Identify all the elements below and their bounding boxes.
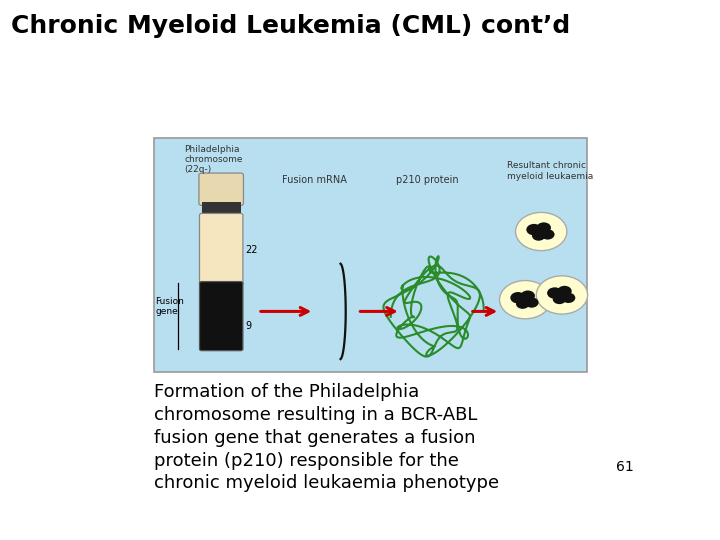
Text: Resultant chronic
myeloid leukaemia: Resultant chronic myeloid leukaemia — [507, 161, 593, 181]
Circle shape — [541, 230, 554, 240]
Circle shape — [557, 286, 572, 296]
Circle shape — [536, 276, 588, 314]
Circle shape — [536, 222, 551, 233]
Circle shape — [562, 293, 575, 303]
Circle shape — [516, 299, 529, 309]
Text: 9: 9 — [245, 321, 251, 330]
Text: p210 protein: p210 protein — [396, 175, 459, 185]
Text: Fusion
gene: Fusion gene — [156, 297, 184, 316]
Circle shape — [516, 212, 567, 251]
Text: Chronic Myeloid Leukemia (CML) cont’d: Chronic Myeloid Leukemia (CML) cont’d — [11, 14, 570, 37]
FancyBboxPatch shape — [154, 138, 587, 373]
Circle shape — [526, 224, 541, 235]
FancyBboxPatch shape — [199, 281, 243, 350]
Circle shape — [525, 298, 539, 308]
FancyBboxPatch shape — [199, 173, 243, 205]
Text: Philadelphia
chromosome
(22q-): Philadelphia chromosome (22q-) — [184, 145, 243, 174]
Text: 22: 22 — [245, 245, 258, 255]
FancyBboxPatch shape — [202, 202, 240, 215]
Text: Fusion mRNA: Fusion mRNA — [282, 175, 346, 185]
FancyBboxPatch shape — [199, 213, 243, 285]
Text: Formation of the Philadelphia
chromosome resulting in a BCR-ABL
fusion gene that: Formation of the Philadelphia chromosome… — [154, 383, 499, 492]
Text: 61: 61 — [616, 461, 634, 474]
Circle shape — [532, 231, 545, 241]
Circle shape — [510, 292, 526, 303]
Circle shape — [521, 291, 535, 301]
Circle shape — [553, 294, 566, 304]
Circle shape — [547, 287, 562, 299]
Circle shape — [500, 281, 551, 319]
